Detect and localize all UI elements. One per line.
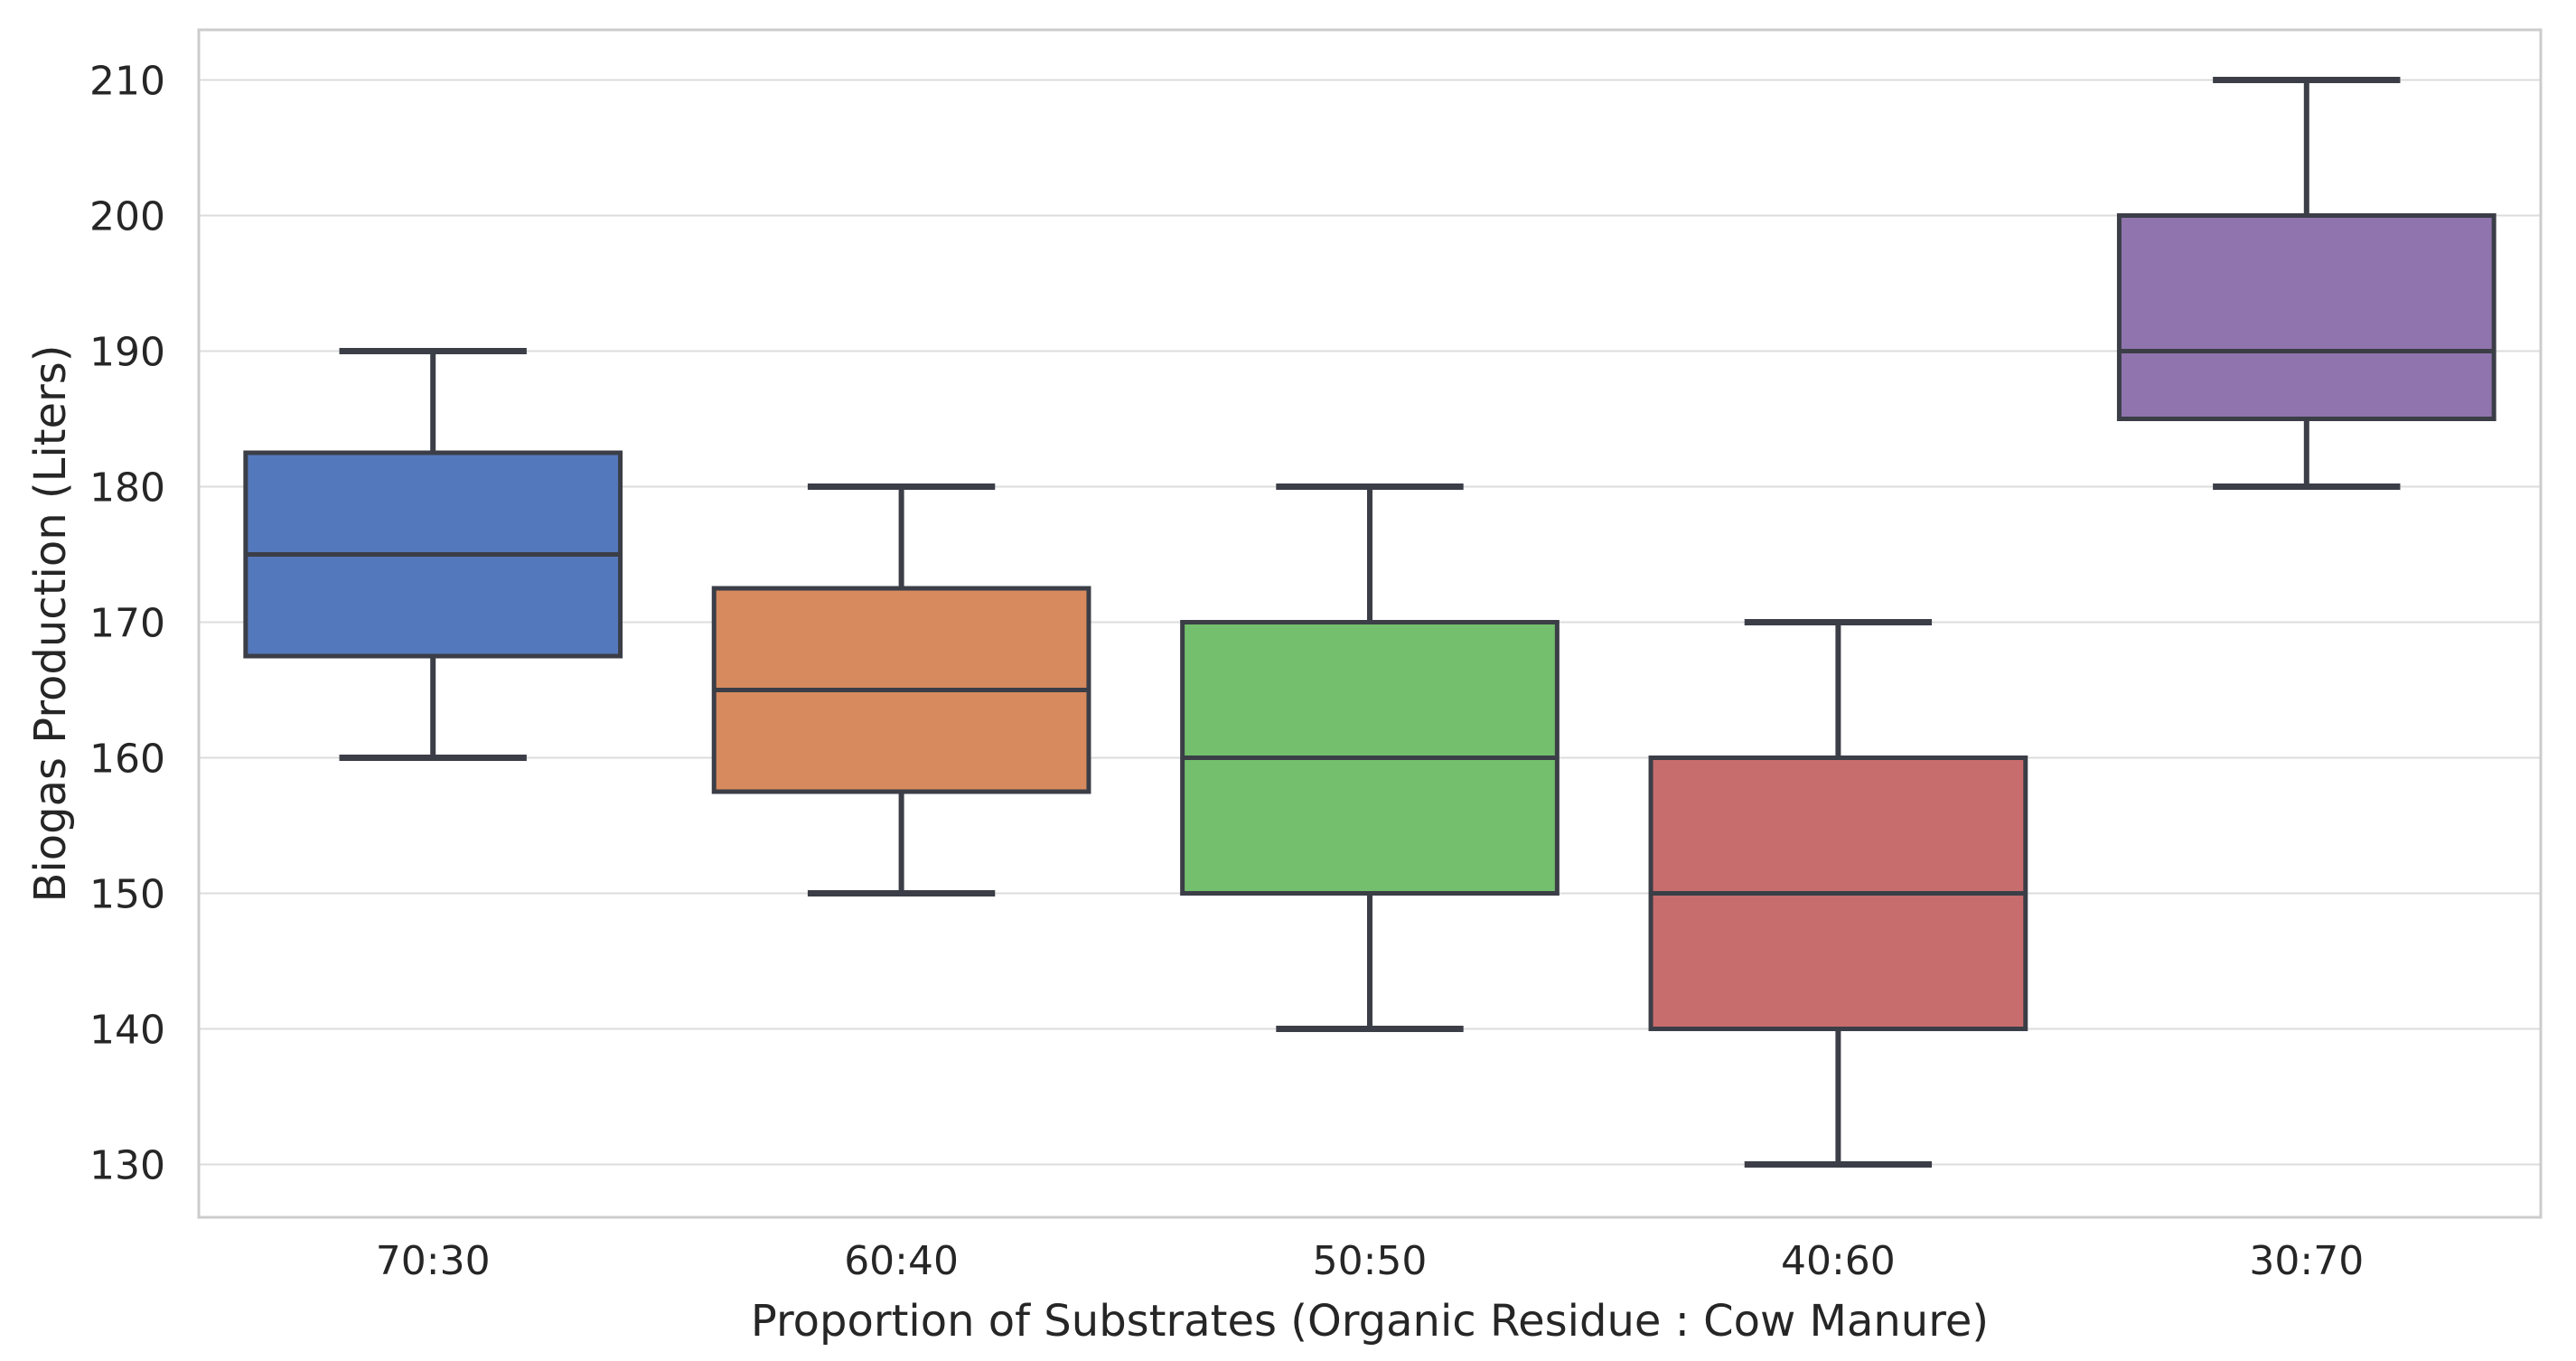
y-tick-label: 180 bbox=[89, 465, 165, 512]
boxes-group bbox=[243, 77, 2496, 1168]
y-tick-labels-group: 130 140 150 160 170 180 190 200 210 bbox=[89, 59, 165, 1189]
y-tick-label: 160 bbox=[89, 737, 165, 783]
iqr-box bbox=[2116, 213, 2496, 421]
boxplot-30:70 bbox=[2116, 77, 2496, 490]
x-tick-label: 30:70 bbox=[2249, 1238, 2364, 1284]
x-tick-labels-group: 70:30 60:40 50:50 40:60 30:70 bbox=[376, 1238, 2364, 1284]
x-tick-label: 50:50 bbox=[1313, 1238, 1428, 1284]
y-tick-label: 170 bbox=[89, 601, 165, 647]
boxplot-50:50 bbox=[1180, 483, 1560, 1032]
x-tick-label: 40:60 bbox=[1781, 1238, 1896, 1284]
y-tick-label: 210 bbox=[89, 59, 165, 105]
y-tick-label: 150 bbox=[89, 872, 165, 918]
plot-border bbox=[197, 28, 2543, 1219]
x-axis-title: Proportion of Substrates (Organic Residu… bbox=[751, 1296, 1989, 1347]
y-tick-label: 190 bbox=[89, 330, 165, 376]
boxplot-60:40 bbox=[711, 483, 1091, 896]
y-tick-label: 200 bbox=[89, 194, 165, 240]
y-axis-title: Biogas Production (Liters) bbox=[25, 344, 76, 902]
x-tick-label: 60:40 bbox=[844, 1238, 959, 1284]
y-tick-label: 140 bbox=[89, 1008, 165, 1054]
boxplot-70:30 bbox=[243, 348, 623, 761]
boxplot-40:60 bbox=[1648, 619, 2028, 1168]
y-tick-label: 130 bbox=[89, 1143, 165, 1189]
x-tick-label: 70:30 bbox=[376, 1238, 491, 1284]
